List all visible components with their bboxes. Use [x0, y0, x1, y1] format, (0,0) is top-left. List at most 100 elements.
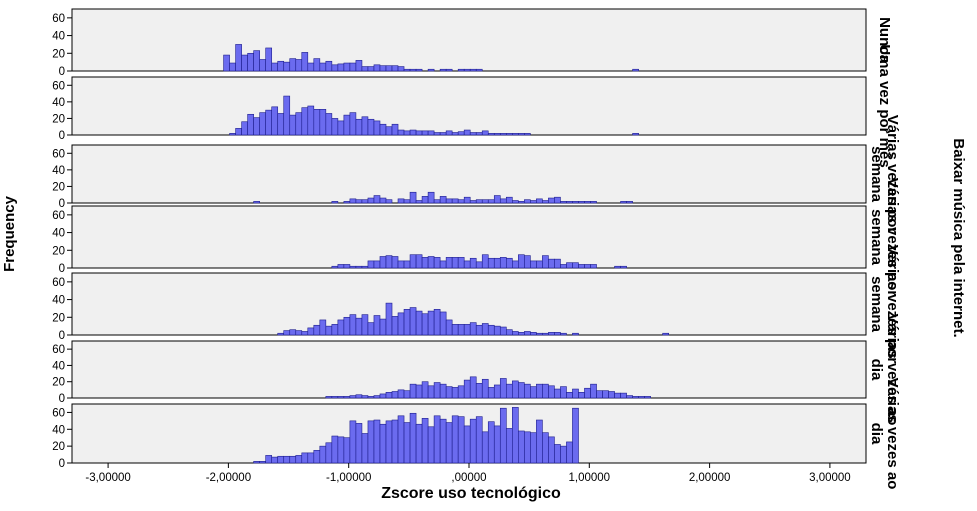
facet-title: Baixar música pela internet.	[950, 138, 967, 337]
histogram-bar	[343, 62, 351, 72]
histogram-bar	[439, 383, 447, 399]
y-tick-label: 0	[59, 393, 65, 405]
histogram-bar	[499, 326, 507, 336]
histogram-bar	[445, 257, 453, 269]
histogram-bar	[301, 331, 309, 336]
histogram-bar	[277, 455, 285, 464]
histogram-bar	[512, 331, 519, 336]
histogram-bar	[505, 133, 513, 136]
histogram-bar	[451, 324, 459, 336]
histogram-bar	[560, 332, 567, 336]
histogram-bar	[512, 133, 519, 136]
histogram-bar	[572, 407, 579, 464]
histogram-bar	[403, 390, 411, 399]
histogram-bar	[391, 391, 399, 399]
histogram-bar	[421, 418, 429, 464]
histogram-bar	[572, 388, 579, 399]
histogram-bar	[499, 378, 507, 399]
histogram-bar	[439, 132, 447, 136]
panel-label-line: Várias vezes por	[884, 115, 901, 234]
histogram-bar	[367, 197, 375, 204]
y-tick-label: 40	[52, 424, 65, 436]
histogram-bar	[355, 265, 363, 269]
histogram-bar	[433, 382, 441, 399]
panel-background	[71, 8, 867, 72]
histogram-bar	[499, 407, 507, 464]
histogram-bar	[469, 257, 477, 269]
y-tick-label: 0	[59, 66, 65, 78]
histogram-bar	[367, 420, 375, 464]
histogram-bar	[493, 425, 501, 464]
histogram-bar	[620, 265, 627, 269]
histogram-bar	[367, 322, 375, 336]
histogram-bar	[487, 133, 495, 136]
histogram-bar	[283, 330, 291, 336]
histogram-bar	[584, 264, 591, 269]
panel-label: Uma vez por mês	[876, 44, 893, 167]
panel-label-line: Várias vezes ao	[884, 314, 901, 426]
histogram-bar	[355, 199, 363, 204]
histogram-bar	[433, 199, 441, 204]
histogram-bar	[409, 307, 417, 336]
histogram-bar	[325, 396, 333, 399]
histogram-bar	[451, 132, 459, 136]
histogram-bar	[289, 455, 297, 464]
panel-background	[71, 144, 867, 204]
y-tick-label: 0	[59, 130, 65, 142]
histogram-bar	[331, 265, 339, 269]
histogram-bar	[524, 431, 531, 464]
histogram-bar	[548, 258, 555, 269]
histogram-bar	[313, 450, 321, 464]
histogram-bar	[457, 131, 465, 136]
histogram-bar	[409, 254, 417, 269]
histogram-bar	[524, 199, 531, 204]
histogram-bar	[373, 120, 381, 136]
histogram-bar	[554, 332, 561, 336]
histogram-bar	[524, 331, 531, 336]
histogram-bar	[415, 130, 423, 136]
histogram-bar	[403, 68, 411, 72]
histogram-bar	[487, 387, 495, 399]
histogram-bar	[457, 199, 465, 204]
histogram-bar	[512, 380, 519, 399]
histogram-bar	[229, 62, 236, 72]
histogram-bar	[397, 260, 405, 269]
y-tick-label: 40	[52, 228, 65, 240]
histogram-bar	[518, 430, 525, 464]
y-tick-label: 40	[52, 97, 65, 109]
histogram-bar	[524, 383, 531, 399]
y-tick-label: 60	[52, 13, 65, 25]
histogram-bar	[403, 309, 411, 336]
histogram-bar	[301, 52, 309, 72]
histogram-bar	[397, 129, 405, 136]
histogram-bar	[536, 419, 543, 464]
histogram-bar	[421, 313, 429, 336]
histogram-bar	[536, 260, 543, 269]
histogram-bar	[409, 412, 417, 464]
histogram-bar	[379, 423, 387, 464]
histogram-bar	[247, 113, 254, 136]
histogram-bar	[391, 316, 399, 336]
histogram-bar	[319, 319, 327, 336]
histogram-bar	[469, 200, 477, 204]
histogram-bar	[662, 332, 670, 336]
histogram-bar	[247, 52, 254, 72]
histogram-bar	[469, 418, 477, 464]
histogram-bar	[373, 64, 381, 72]
histogram-bar	[325, 113, 333, 136]
histogram-bar	[355, 423, 363, 464]
histogram-bar	[349, 265, 357, 269]
histogram-bar	[295, 330, 303, 336]
histogram-bar	[632, 396, 639, 399]
histogram-bar	[433, 415, 441, 464]
histogram-bar	[572, 332, 579, 336]
histogram-bar	[560, 386, 567, 399]
histogram-bar	[481, 254, 489, 269]
histogram-bar	[409, 191, 417, 204]
x-tick-label: -1,00000	[326, 472, 371, 484]
histogram-bar	[469, 322, 477, 336]
y-tick-label: 60	[52, 148, 65, 160]
histogram-bar	[355, 317, 363, 336]
histogram-bar	[403, 199, 411, 204]
